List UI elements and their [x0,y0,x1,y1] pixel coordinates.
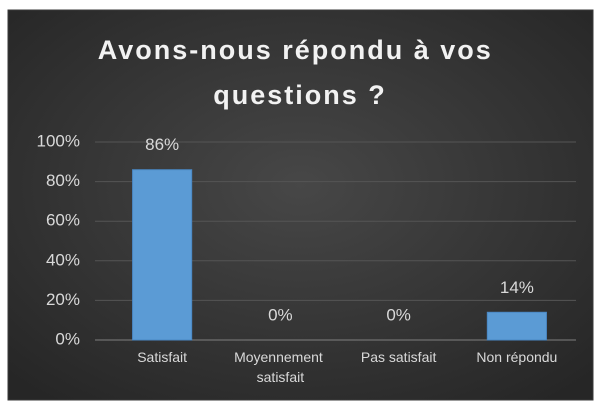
bar [486,311,547,341]
y-tick-label: 20% [46,290,80,309]
y-tick-label: 100% [37,131,80,150]
y-tick-label: 0% [55,329,80,348]
value-label: 0% [268,305,293,324]
y-tick-label: 80% [46,171,80,190]
x-tick-label: Pas satisfait [361,349,437,365]
value-label: 86% [145,135,179,154]
value-label: 0% [386,305,411,324]
x-tick-label: Non répondu [476,349,557,365]
y-tick-label: 60% [46,211,80,230]
x-tick-label: Satisfait [137,349,187,365]
chart-background [7,9,594,401]
value-label: 14% [500,278,534,297]
bar [132,169,193,341]
x-tick-label: Moyennement satisfait [234,349,327,385]
y-tick-label: 40% [46,250,80,269]
chart-title: Avons-nous répondu à vos questions ? [98,35,503,110]
